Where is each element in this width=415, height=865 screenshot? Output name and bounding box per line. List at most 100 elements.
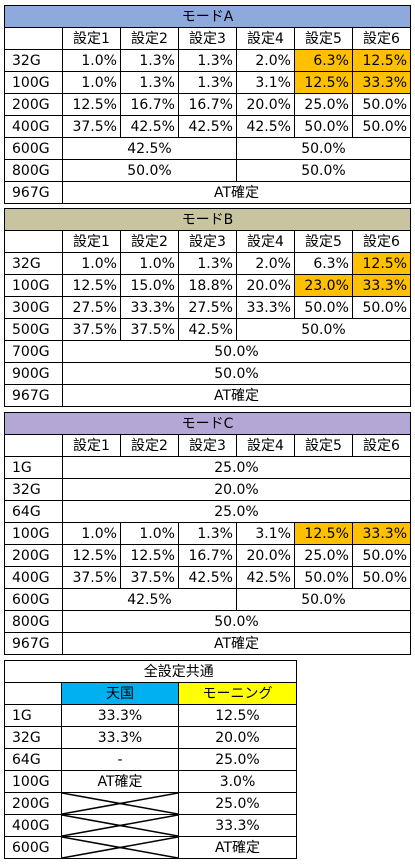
cross-mark-icon [62, 815, 178, 836]
mode-b-table: モードB 設定1 設定2 設定3 設定4 設定5 設定6 32G 1.0% 1.… [4, 208, 412, 407]
table-cell: 3.1% [235, 522, 295, 545]
row-label: 600G [4, 137, 63, 160]
common-table: 全設定共通 天国 モーニング 1G 33.3% 12.5% 32G 33.3% … [4, 660, 297, 859]
header-setting-2: 設定2 [119, 27, 179, 50]
table-row: 600G 42.5% 50.0% [4, 137, 412, 160]
mode-c-table: モードC 設定1 設定2 設定3 設定4 設定5 設定6 1G 25.0% 32… [4, 412, 412, 655]
table-cell: 50.0% [351, 544, 412, 567]
merged-cell: AT確定 [61, 632, 412, 655]
corner-cell [4, 682, 62, 705]
table-cell: 12.5% [61, 93, 121, 116]
mode-a-title: モードA [4, 5, 411, 28]
table-row: 900G 50.0% [4, 362, 412, 385]
table-row: 400G 33.3% [4, 814, 297, 837]
table-cell: 37.5% [61, 566, 121, 589]
header-setting-1: 設定1 [61, 434, 121, 457]
row-label: 32G [4, 478, 63, 501]
table-cell: 33.3% [235, 296, 295, 319]
highlighted-cell: 23.0% [293, 274, 353, 297]
header-setting-4: 設定4 [235, 434, 295, 457]
common-header-row: 天国 モーニング [4, 682, 297, 705]
row-label: 64G [4, 500, 63, 523]
table-row: 32G 33.3% 20.0% [4, 726, 297, 749]
table-row: 32G 1.0% 1.3% 1.3% 2.0% 6.3% 12.5% [4, 49, 412, 72]
table-cell: - [61, 748, 179, 771]
header-setting-3: 設定3 [177, 434, 237, 457]
table-row: 400G 37.5% 37.5% 42.5% 42.5% 50.0% 50.0% [4, 566, 412, 589]
row-label: 967G [4, 181, 63, 204]
table-cell: 1.3% [177, 49, 237, 72]
table-cell: 25.0% [178, 792, 297, 815]
row-label: 100G [4, 71, 63, 94]
header-setting-3: 設定3 [177, 230, 237, 253]
header-setting-6: 設定6 [351, 230, 412, 253]
row-label: 200G [4, 93, 63, 116]
table-cell: 1.3% [177, 71, 237, 94]
mode-c-title: モードC [4, 412, 411, 435]
header-setting-5: 設定5 [293, 434, 353, 457]
row-label: 200G [4, 792, 62, 815]
table-row: 300G 27.5% 33.3% 27.5% 33.3% 50.0% 50.0% [4, 296, 412, 319]
table-cell: 1.0% [61, 49, 121, 72]
merged-cell: 50.0% [235, 159, 412, 182]
table-cell: 1.3% [119, 71, 179, 94]
corner-cell [4, 27, 63, 50]
table-cell: 12.5% [61, 544, 121, 567]
table-cell: 15.0% [119, 274, 179, 297]
merged-cell: 50.0% [235, 318, 412, 341]
table-row: 32G 1.0% 1.0% 1.3% 2.0% 6.3% 12.5% [4, 252, 412, 275]
highlighted-cell: 6.3% [293, 49, 353, 72]
row-label: 600G [4, 836, 62, 859]
table-cell: 1.0% [61, 71, 121, 94]
table-row: 64G - 25.0% [4, 748, 297, 771]
row-label: 100G [4, 522, 63, 545]
table-cell: 50.0% [351, 296, 412, 319]
table-cell: 18.8% [177, 274, 237, 297]
table-cell: 16.7% [177, 93, 237, 116]
merged-cell: 42.5% [61, 588, 237, 611]
row-label: 300G [4, 296, 63, 319]
table-cell: 50.0% [351, 93, 412, 116]
header-setting-4: 設定4 [235, 230, 295, 253]
merged-cell: 25.0% [61, 500, 412, 523]
row-label: 967G [4, 632, 63, 655]
table-cell: 37.5% [61, 115, 121, 138]
table-row: 500G 37.5% 37.5% 42.5% 50.0% [4, 318, 412, 341]
table-cell: 20.0% [178, 726, 297, 749]
table-cell: 1.3% [177, 522, 237, 545]
table-row: 100G AT確定 3.0% [4, 770, 297, 793]
header-setting-2: 設定2 [119, 434, 179, 457]
cross-mark-icon [62, 837, 178, 858]
header-morning: モーニング [178, 682, 297, 705]
table-cell: 42.5% [235, 566, 295, 589]
table-row: 400G 37.5% 42.5% 42.5% 42.5% 50.0% 50.0% [4, 115, 412, 138]
table-cell: 37.5% [119, 318, 179, 341]
row-label: 400G [4, 566, 63, 589]
highlighted-cell: 12.5% [351, 49, 412, 72]
row-label: 100G [4, 274, 63, 297]
table-row: 100G 1.0% 1.3% 1.3% 3.1% 12.5% 33.3% [4, 71, 412, 94]
table-row: 967G AT確定 [4, 384, 412, 407]
table-cell: 27.5% [61, 296, 121, 319]
table-cell: 33.3% [178, 814, 297, 837]
table-cell: 25.0% [293, 93, 353, 116]
table-cell: 42.5% [177, 115, 237, 138]
highlighted-cell: 12.5% [293, 522, 353, 545]
row-label: 967G [4, 384, 63, 407]
table-cell: 20.0% [235, 93, 295, 116]
table-cell: 1.0% [61, 522, 121, 545]
table-cell: 33.3% [61, 726, 179, 749]
table-cell: 3.0% [178, 770, 297, 793]
row-label: 400G [4, 115, 63, 138]
table-row: 700G 50.0% [4, 340, 412, 363]
row-label: 500G [4, 318, 63, 341]
table-cell: 42.5% [177, 566, 237, 589]
table-row: 600G 42.5% 50.0% [4, 588, 412, 611]
table-cell: 50.0% [293, 115, 353, 138]
table-cell: 1.3% [177, 252, 237, 275]
table-row: 967G AT確定 [4, 181, 412, 204]
table-row: 64G 25.0% [4, 500, 412, 523]
corner-cell [4, 434, 63, 457]
table-cell: 16.7% [119, 93, 179, 116]
header-setting-6: 設定6 [351, 27, 412, 50]
